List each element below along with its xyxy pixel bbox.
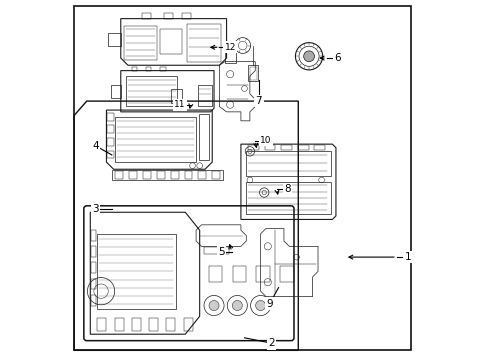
Bar: [314, 145, 325, 149]
Text: 9: 9: [266, 299, 272, 309]
Bar: [163, 13, 172, 19]
Bar: [115, 318, 123, 330]
Text: 11: 11: [174, 100, 185, 109]
Text: 6: 6: [334, 53, 340, 63]
Bar: [115, 117, 196, 162]
Bar: [184, 171, 192, 179]
Text: 8: 8: [284, 184, 290, 194]
Bar: [183, 318, 192, 330]
Bar: [142, 13, 151, 19]
Bar: [91, 230, 96, 241]
Bar: [264, 145, 275, 149]
Text: 7: 7: [255, 96, 262, 106]
Bar: [160, 30, 182, 54]
Bar: [112, 170, 223, 180]
Bar: [247, 65, 258, 81]
Circle shape: [303, 51, 314, 62]
Bar: [143, 171, 151, 179]
Bar: [132, 318, 141, 330]
Bar: [232, 266, 245, 282]
Circle shape: [208, 301, 219, 311]
Bar: [97, 234, 176, 309]
Bar: [91, 262, 96, 273]
Bar: [145, 67, 151, 71]
Bar: [187, 24, 221, 62]
Bar: [126, 76, 177, 107]
Bar: [171, 89, 182, 103]
Bar: [170, 171, 178, 179]
Bar: [107, 150, 113, 158]
Text: 2: 2: [267, 338, 274, 348]
Bar: [198, 114, 209, 160]
Bar: [246, 151, 330, 176]
Bar: [204, 247, 229, 253]
Bar: [124, 26, 156, 60]
Bar: [97, 318, 106, 330]
Bar: [107, 126, 113, 134]
Text: 3: 3: [92, 204, 99, 214]
Bar: [107, 138, 113, 146]
Bar: [107, 113, 113, 121]
Bar: [198, 171, 206, 179]
Bar: [281, 145, 291, 149]
Text: 12: 12: [224, 43, 235, 52]
Bar: [198, 85, 212, 107]
Bar: [157, 171, 164, 179]
Bar: [91, 246, 96, 257]
Bar: [212, 171, 220, 179]
Bar: [247, 145, 258, 149]
Bar: [131, 67, 137, 71]
Bar: [160, 67, 165, 71]
Bar: [91, 295, 96, 306]
Text: 5: 5: [218, 247, 224, 257]
Bar: [297, 145, 308, 149]
Text: 4: 4: [92, 141, 99, 151]
Circle shape: [232, 301, 242, 311]
Bar: [115, 171, 123, 179]
Bar: [246, 182, 330, 214]
Bar: [91, 279, 96, 289]
Text: 1: 1: [404, 252, 410, 262]
Bar: [256, 266, 269, 282]
Circle shape: [255, 301, 265, 311]
Bar: [166, 318, 175, 330]
Bar: [129, 171, 137, 179]
Bar: [280, 266, 293, 282]
Text: 10: 10: [260, 136, 271, 145]
Bar: [249, 67, 256, 80]
Bar: [208, 266, 222, 282]
Bar: [182, 13, 190, 19]
Bar: [149, 318, 158, 330]
